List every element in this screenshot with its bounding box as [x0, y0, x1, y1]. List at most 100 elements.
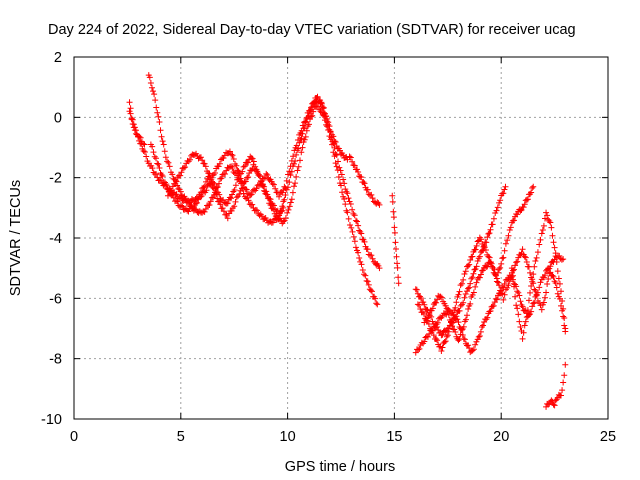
data-point	[365, 281, 372, 288]
y-tick-label: -2	[49, 171, 62, 187]
data-point	[561, 372, 568, 379]
data-point	[211, 180, 218, 187]
data-point	[230, 188, 237, 195]
chart-title: Day 224 of 2022, Sidereal Day-to-day VTE…	[48, 22, 576, 38]
data-point	[358, 174, 365, 181]
data-point	[264, 195, 271, 202]
data-point	[253, 185, 260, 192]
data-point	[177, 172, 184, 179]
data-point	[395, 274, 402, 281]
data-point	[502, 183, 509, 190]
data-point	[487, 226, 494, 233]
data-point	[200, 184, 207, 191]
data-point	[203, 178, 210, 185]
data-point	[305, 121, 312, 128]
data-point	[202, 206, 209, 213]
data-point	[457, 331, 464, 338]
data-point	[390, 208, 397, 215]
data-point	[286, 179, 293, 186]
data-point	[500, 296, 507, 303]
x-tick-label: 20	[493, 429, 509, 445]
data-point	[467, 280, 474, 287]
data-point	[438, 294, 445, 301]
data-point	[445, 328, 452, 335]
data-point	[291, 183, 298, 190]
data-point	[390, 214, 397, 221]
data-point	[284, 209, 291, 216]
data-point	[541, 272, 548, 279]
data-point	[511, 283, 518, 290]
data-point	[558, 288, 565, 295]
data-point	[334, 167, 341, 174]
data-point	[234, 176, 241, 183]
data-point	[339, 189, 346, 196]
data-point	[223, 211, 230, 218]
data-point	[474, 258, 481, 265]
data-point	[177, 188, 184, 195]
data-point	[556, 280, 563, 287]
data-point	[347, 154, 354, 161]
data-point	[429, 305, 436, 312]
data-point	[521, 322, 528, 329]
data-point	[420, 299, 427, 306]
data-point	[234, 167, 241, 174]
data-point	[163, 181, 170, 188]
data-point	[480, 322, 487, 329]
data-point	[485, 230, 492, 237]
data-point	[444, 332, 451, 339]
y-tick-label: -4	[49, 231, 62, 247]
data-point	[368, 252, 375, 259]
data-point	[224, 200, 231, 207]
data-point	[456, 336, 463, 343]
data-point	[483, 263, 490, 270]
data-point	[486, 230, 493, 237]
data-point	[560, 313, 567, 320]
data-point	[155, 113, 162, 120]
x-tick-label: 15	[386, 429, 402, 445]
series-arc-10	[414, 183, 537, 354]
data-point	[229, 164, 236, 171]
data-point	[228, 151, 235, 158]
data-point	[439, 344, 446, 351]
data-point	[164, 158, 171, 165]
data-point	[286, 168, 293, 175]
data-point	[355, 169, 362, 176]
data-point	[242, 178, 249, 185]
data-point	[294, 167, 301, 174]
data-point	[520, 204, 527, 211]
data-point	[468, 275, 475, 282]
data-point	[529, 278, 536, 285]
x-tick-label: 10	[280, 429, 296, 445]
data-point	[518, 301, 525, 308]
data-point	[303, 127, 310, 134]
y-tick-label: 0	[54, 110, 62, 126]
data-point	[288, 196, 295, 203]
data-point	[443, 333, 450, 340]
data-point	[501, 186, 508, 193]
data-point	[521, 253, 528, 260]
data-point	[203, 187, 210, 194]
data-point	[373, 300, 380, 307]
data-point	[455, 337, 462, 344]
data-point	[361, 180, 368, 187]
data-point	[288, 168, 295, 175]
data-point	[249, 155, 256, 162]
data-point	[216, 191, 223, 198]
data-point	[355, 222, 362, 229]
data-point	[262, 190, 269, 197]
data-point	[216, 160, 223, 167]
data-point	[326, 133, 333, 140]
data-point	[462, 291, 469, 298]
data-point	[258, 213, 265, 220]
y-tick-label: -8	[49, 352, 62, 368]
data-point	[442, 338, 449, 345]
data-point	[460, 323, 467, 330]
data-point	[285, 171, 292, 178]
data-point	[178, 202, 185, 209]
data-point	[299, 130, 306, 137]
data-point	[420, 310, 427, 317]
data-point	[151, 91, 158, 98]
data-point	[506, 278, 513, 285]
data-point	[442, 302, 449, 309]
data-point	[152, 97, 159, 104]
